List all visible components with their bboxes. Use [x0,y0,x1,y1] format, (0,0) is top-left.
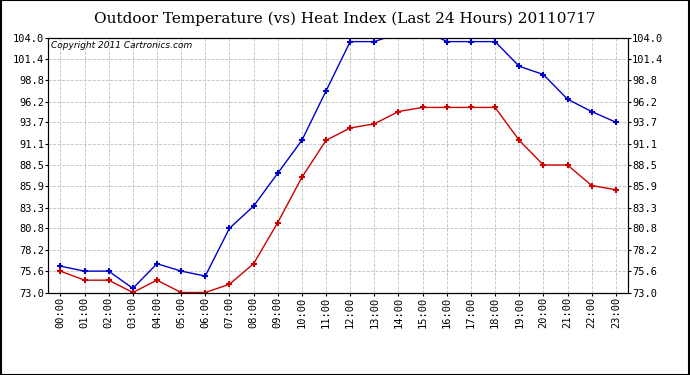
Text: Copyright 2011 Cartronics.com: Copyright 2011 Cartronics.com [51,41,193,50]
Text: Outdoor Temperature (vs) Heat Index (Last 24 Hours) 20110717: Outdoor Temperature (vs) Heat Index (Las… [95,11,595,26]
